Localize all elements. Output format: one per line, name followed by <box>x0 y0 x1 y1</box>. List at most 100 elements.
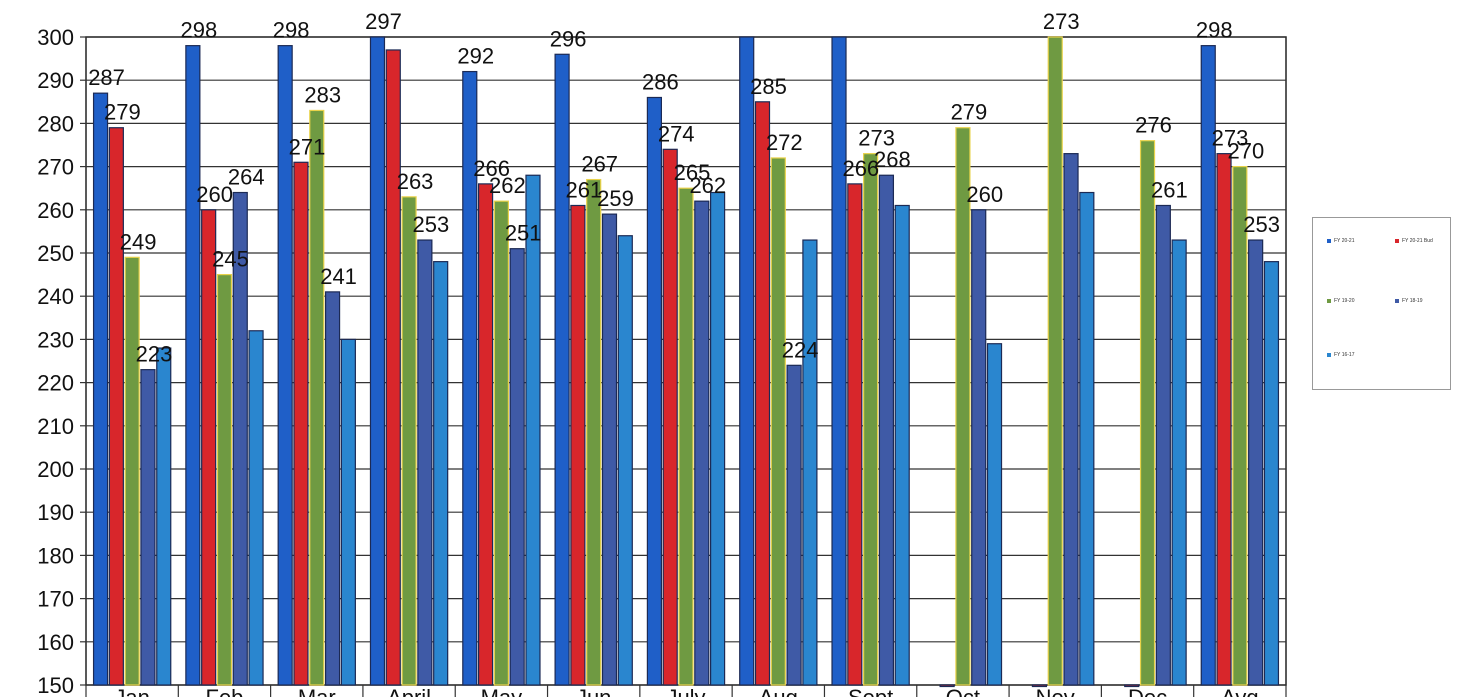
bar-avg-series-4 <box>1263 261 1280 686</box>
bar-jun-series-0 <box>554 53 570 686</box>
data-label: 276 <box>1135 113 1172 138</box>
data-label: 279 <box>951 100 988 125</box>
data-label: 261 <box>566 177 603 202</box>
y-tick-label: 170 <box>37 587 74 612</box>
x-category-label: April <box>387 685 431 697</box>
x-category-label: Aug <box>759 685 798 697</box>
data-label: 287 <box>88 65 125 90</box>
bar-july-series-4 <box>709 191 726 686</box>
legend-swatch <box>1327 239 1331 243</box>
x-category-label: Mar <box>298 685 336 697</box>
y-tick-label: 160 <box>37 630 74 655</box>
bar-avg-series-2 <box>1232 166 1248 686</box>
y-tick-label: 250 <box>37 241 74 266</box>
bar-nov-series-1 <box>1031 684 1048 688</box>
legend-swatch <box>1327 299 1331 303</box>
data-label: 260 <box>196 182 233 207</box>
y-tick-label: 150 <box>37 673 74 697</box>
data-label: 270 <box>1227 139 1264 164</box>
bar-july-series-3 <box>694 200 710 686</box>
y-tick-label: 300 <box>37 25 74 50</box>
data-label: 273 <box>1043 9 1080 34</box>
bar-july-series-2 <box>678 187 694 686</box>
data-label: 297 <box>365 9 402 34</box>
legend-label: FY 18-19 <box>1402 298 1423 304</box>
bar-sept-series-4 <box>894 204 910 686</box>
data-label: 260 <box>966 182 1003 207</box>
data-label: 283 <box>304 82 341 107</box>
legend-item: FY 20-21 Bud <box>1395 238 1433 244</box>
bar-dec-series-3 <box>1155 204 1171 686</box>
data-label: 298 <box>273 18 310 43</box>
legend-swatch <box>1395 239 1399 243</box>
bar-sept-series-3 <box>878 174 895 686</box>
data-label: 253 <box>413 212 450 237</box>
bar-april-series-3 <box>417 239 433 686</box>
x-category-label: Nov <box>1036 685 1075 697</box>
data-label: 266 <box>473 156 510 181</box>
data-label: 259 <box>597 186 634 211</box>
data-label: 286 <box>642 69 679 94</box>
bar-nov-series-2 <box>1047 36 1063 686</box>
bar-feb-series-3 <box>232 191 248 686</box>
bar-jan-series-1 <box>108 127 124 686</box>
bar-may-series-3 <box>509 248 525 686</box>
bar-avg-series-3 <box>1248 239 1264 686</box>
bar-jan-series-4 <box>156 347 172 686</box>
bar-feb-series-4 <box>248 330 264 686</box>
data-label: 292 <box>457 44 494 69</box>
data-label: 251 <box>505 221 542 246</box>
data-label: 267 <box>581 152 618 177</box>
legend-swatch <box>1395 299 1399 303</box>
bar-sept-series-1 <box>847 183 863 686</box>
x-category-label: Oct <box>946 685 980 697</box>
y-tick-label: 200 <box>37 457 74 482</box>
bar-oct-series-3 <box>971 209 987 686</box>
bar-aug-series-0 <box>739 36 755 686</box>
bar-jun-series-4 <box>617 235 633 686</box>
bar-april-series-2 <box>401 196 417 686</box>
bar-aug-series-4 <box>802 239 818 686</box>
bar-jun-series-1 <box>570 204 586 686</box>
data-label: 279 <box>104 100 141 125</box>
y-tick-label: 210 <box>37 414 74 439</box>
data-label: 262 <box>689 173 726 198</box>
legend-label: FY 20-21 Bud <box>1402 238 1433 244</box>
bar-avg-series-0 <box>1200 45 1216 686</box>
bar-nov-series-3 <box>1063 153 1079 686</box>
y-tick-label: 230 <box>37 327 74 352</box>
data-label: 272 <box>766 130 803 155</box>
bar-feb-series-0 <box>185 45 201 686</box>
bar-jan-series-3 <box>140 369 156 686</box>
bar-aug-series-3 <box>786 364 802 686</box>
x-category-label: Feb <box>206 685 244 697</box>
bar-aug-series-1 <box>754 101 771 686</box>
bar-dec-series-1 <box>1124 684 1140 688</box>
x-category-label: July <box>666 685 705 697</box>
y-tick-label: 280 <box>37 111 74 136</box>
bar-may-series-2 <box>493 200 509 686</box>
x-category-label: Jan <box>114 685 149 697</box>
legend-label: FY 20-21 <box>1334 238 1355 244</box>
y-tick-label: 180 <box>37 543 74 568</box>
bar-avg-series-1 <box>1216 153 1232 686</box>
bar-jun-series-2 <box>586 178 602 686</box>
bar-may-series-4 <box>525 174 541 686</box>
x-category-label: Dec <box>1128 685 1167 697</box>
data-label: 285 <box>750 74 787 99</box>
legend-item: FY 18-19 <box>1395 298 1422 304</box>
x-category-label: Jun <box>576 685 611 697</box>
bar-oct-series-4 <box>986 343 1003 686</box>
y-tick-label: 190 <box>37 500 74 525</box>
bar-jan-series-2 <box>124 256 140 686</box>
data-label: 266 <box>842 156 879 181</box>
bar-mar-series-3 <box>324 291 341 686</box>
bar-aug-series-2 <box>770 157 786 686</box>
data-label: 298 <box>1196 18 1233 43</box>
bar-may-series-1 <box>477 183 494 686</box>
x-category-label: Sept <box>848 685 893 697</box>
data-label: 261 <box>1151 177 1188 202</box>
bar-july-series-1 <box>662 148 678 686</box>
chart-legend: FY 20-21 FY 20-21 Bud FY 19-20 FY 18-19 FY 1… <box>1312 217 1451 390</box>
